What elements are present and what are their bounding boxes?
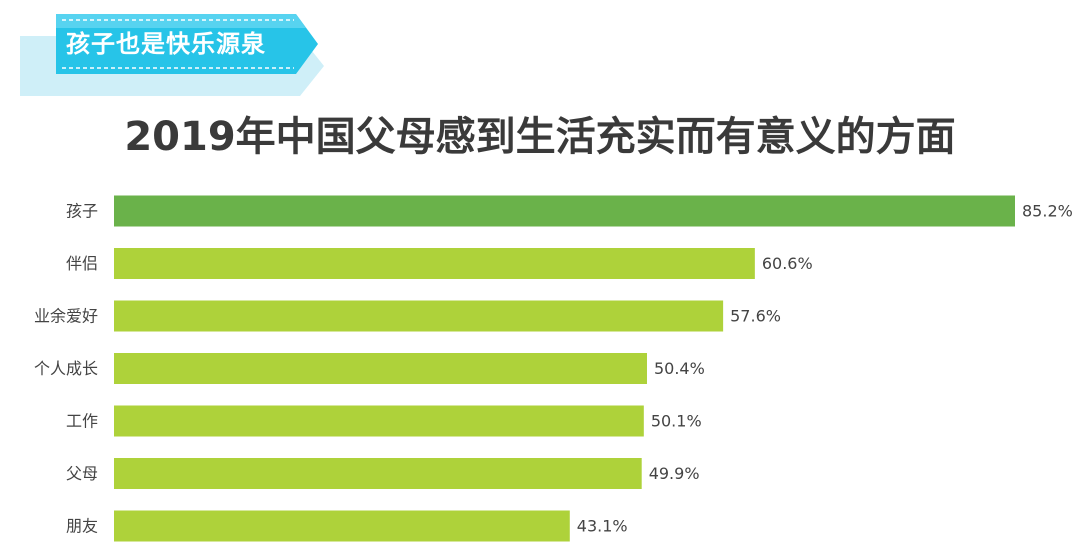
banner-label: 孩子也是快乐源泉 [66, 30, 266, 58]
value-label: 50.1% [651, 412, 702, 431]
category-label: 工作 [66, 412, 98, 431]
value-label: 57.6% [730, 307, 781, 326]
bar [114, 458, 642, 489]
banner-shape [56, 14, 318, 74]
bar-highlight [114, 195, 1015, 227]
banner-ribbon [20, 14, 324, 96]
category-label: 父母 [66, 464, 98, 483]
category-label: 伴侣 [66, 254, 98, 273]
bar [114, 510, 570, 542]
value-label: 85.2% [1022, 202, 1073, 221]
value-label: 60.6% [762, 254, 813, 273]
category-label: 朋友 [66, 517, 98, 536]
chart-title: 2019年中国父母感到生活充实而有意义的方面 [124, 114, 956, 160]
category-label: 个人成长 [34, 359, 98, 378]
value-label: 50.4% [654, 359, 705, 378]
value-label: 49.9% [649, 464, 700, 483]
category-label: 孩子 [66, 202, 98, 221]
bar [114, 300, 724, 332]
value-label: 43.1% [577, 517, 628, 536]
banner-highlight-shape [56, 14, 306, 28]
bar [114, 353, 647, 384]
category-label: 业余爱好 [34, 307, 98, 326]
bar [114, 248, 755, 279]
bar [114, 405, 644, 437]
